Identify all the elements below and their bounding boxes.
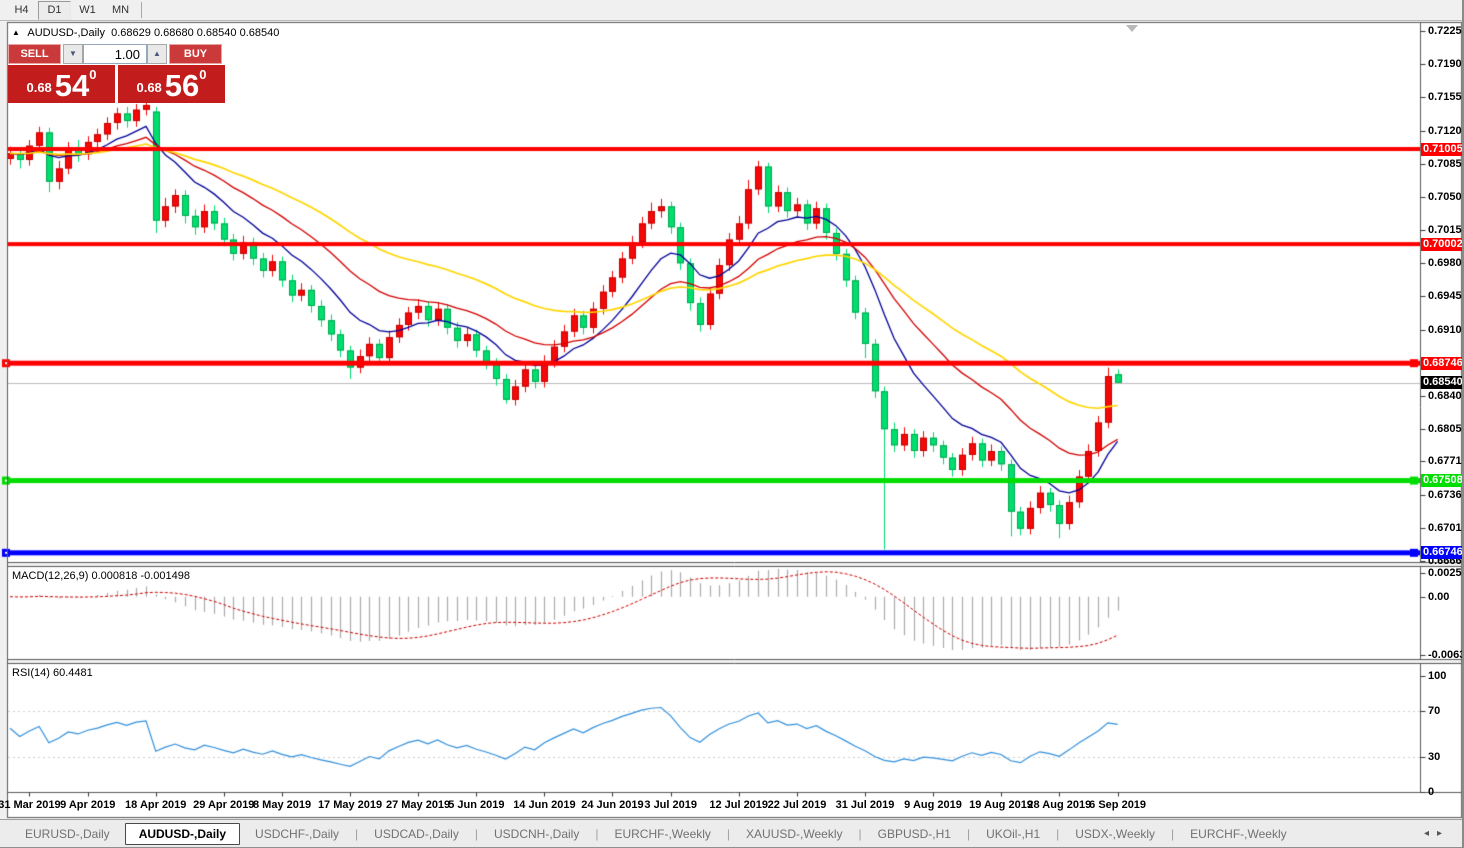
tab-separator: | bbox=[474, 826, 478, 841]
ask-price-big: 56 bbox=[164, 68, 200, 103]
timeframe-button-w1[interactable]: W1 bbox=[79, 3, 96, 16]
tab-separator: | bbox=[595, 826, 599, 841]
sell-button[interactable]: SELL bbox=[8, 44, 61, 64]
chart-tab-5[interactable]: EURCHF-,Weekly bbox=[614, 826, 711, 841]
tab-separator: | bbox=[1171, 826, 1175, 841]
chart-tab-8[interactable]: UKOil-,H1 bbox=[986, 826, 1041, 841]
timeframe-button-mn[interactable]: MN bbox=[111, 3, 130, 16]
buy-button[interactable]: BUY bbox=[169, 44, 222, 64]
volume-decrease-button[interactable]: ▼ bbox=[63, 44, 83, 64]
chart-title: ▲ AUDUSD-,Daily 0.68629 0.68680 0.68540 … bbox=[12, 27, 279, 39]
volume-input[interactable] bbox=[83, 44, 147, 64]
chart-tab-10[interactable]: EURCHF-,Weekly bbox=[1190, 826, 1287, 841]
ask-price-sup: 0 bbox=[199, 67, 207, 82]
chart-tab-1[interactable]: AUDUSD-,Daily bbox=[124, 822, 241, 845]
timeframe-toolbar: H4 D1 W1 MN bbox=[0, 0, 1464, 21]
bid-price-sup: 0 bbox=[89, 67, 97, 82]
timeframe-button-h4[interactable]: H4 bbox=[14, 3, 29, 16]
chart-tab-7[interactable]: GBPUSD-,H1 bbox=[877, 826, 951, 841]
ask-price-tile[interactable]: 0.68 56 0 bbox=[118, 65, 225, 103]
macd-indicator-label: MACD(12,26,9) 0.000818 -0.001498 bbox=[12, 570, 190, 582]
chart-tab-strip: EURUSD-,Daily AUDUSD-,Daily USDCHF-,Daily |… bbox=[0, 819, 1464, 848]
bid-price-base: 0.68 bbox=[26, 80, 52, 95]
one-click-trading-panel: SELL ▼ ▲ BUY 0.68 54 0 0.68 56 0 bbox=[8, 44, 225, 103]
chart-tab-2[interactable]: USDCHF-,Daily bbox=[255, 826, 340, 841]
one-click-toggle-icon[interactable]: ▲ bbox=[12, 28, 20, 37]
bid-price-tile[interactable]: 0.68 54 0 bbox=[8, 65, 115, 103]
chart-title-symbol: AUDUSD-,Daily bbox=[27, 27, 105, 39]
tab-separator: | bbox=[355, 826, 359, 841]
tab-separator: | bbox=[966, 826, 971, 841]
tab-scroll-left-icon[interactable]: ◂ bbox=[1423, 828, 1437, 839]
volume-increase-button[interactable]: ▲ bbox=[147, 44, 167, 64]
tab-separator: | bbox=[858, 826, 862, 841]
chart-tab-9[interactable]: USDX-,Weekly bbox=[1075, 826, 1156, 841]
toolbar-separator bbox=[141, 2, 142, 18]
chart-tab-4[interactable]: USDCNH-,Daily bbox=[493, 826, 580, 841]
timeframe-button-d1[interactable]: D1 bbox=[38, 0, 71, 20]
chart-tab-3[interactable]: USDCAD-,Daily bbox=[374, 826, 459, 841]
chart-shift-marker bbox=[1126, 25, 1138, 32]
tab-scroll-right-icon[interactable]: ▸ bbox=[1436, 828, 1450, 839]
chart-tab-0[interactable]: EURUSD-,Daily bbox=[25, 826, 110, 841]
chart-title-ohlc: 0.68629 0.68680 0.68540 0.68540 bbox=[111, 27, 280, 39]
rsi-indicator-label: RSI(14) 60.4481 bbox=[12, 667, 93, 679]
window-right-edge bbox=[1462, 0, 1464, 848]
tab-separator: | bbox=[1056, 826, 1060, 841]
ask-price-base: 0.68 bbox=[136, 80, 162, 95]
tab-separator: | bbox=[726, 826, 731, 841]
bid-price-big: 54 bbox=[54, 68, 90, 103]
chart-tab-6[interactable]: XAUUSD-,Weekly bbox=[746, 826, 843, 841]
